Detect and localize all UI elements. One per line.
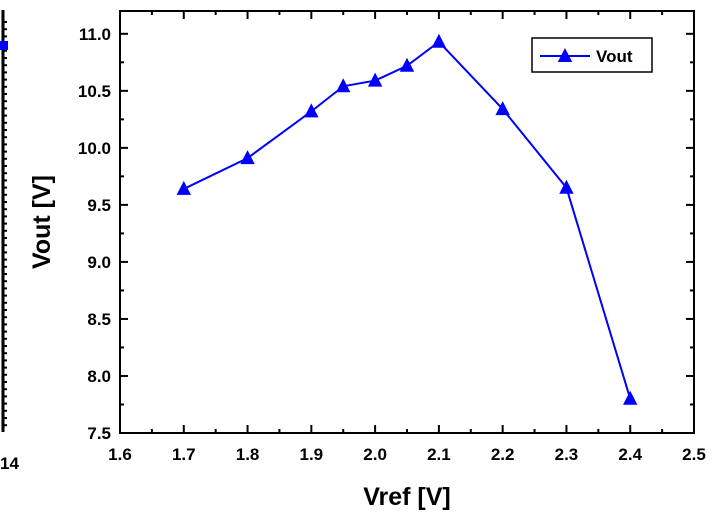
x-tick-label: 1.7 (172, 445, 196, 464)
x-axis-tick-labels: 1.6 1.7 1.8 1.9 2.0 2.1 2.2 2.3 2.4 2.5 (108, 445, 706, 464)
data-point-triangle (176, 180, 191, 195)
y-tick-label: 11.0 (79, 25, 111, 44)
data-point-triangle (623, 390, 638, 405)
data-point-triangle (304, 103, 319, 118)
x-tick-label: 2.0 (363, 445, 387, 464)
plot-frame (119, 10, 695, 434)
x-axis-ticks (119, 11, 695, 433)
y-axis-title: Vout [V] (28, 175, 56, 269)
x-tick-label: 1.8 (236, 445, 260, 464)
data-point-triangle (240, 150, 255, 165)
data-point-triangle (495, 101, 510, 116)
x-tick-label: 2.2 (491, 445, 515, 464)
y-tick-label: 8.5 (87, 310, 111, 329)
x-tick-label: 2.3 (555, 445, 579, 464)
data-point-triangle (399, 57, 415, 72)
y-tick-label: 9.5 (87, 196, 111, 215)
left-panel-ticks (3, 21, 7, 427)
y-tick-label: 10.0 (78, 139, 111, 158)
legend-marker-triangle-icon (557, 48, 573, 62)
x-tick-label: 1.6 (108, 445, 132, 464)
data-point-triangle (559, 179, 574, 194)
y-axis-tick-labels: 7.5 8.0 8.5 9.0 9.5 10.0 10.5 11.0 (78, 25, 111, 443)
x-tick-label: 2.4 (618, 445, 642, 464)
x-tick-label: 1.9 (300, 445, 324, 464)
y-tick-label: 9.0 (87, 253, 111, 272)
series-line-vout (183, 40, 632, 400)
plot-area: 1.6 1.7 1.8 1.9 2.0 2.1 2.2 2.3 2.4 2.5 7.5 8.0 8.5… (78, 10, 706, 464)
left-panel-tick-label: 14 (0, 454, 19, 473)
x-tick-label: 2.5 (682, 445, 706, 464)
data-point-triangle (367, 72, 383, 87)
y-tick-label: 7.5 (87, 424, 111, 443)
legend-label: Vout (596, 47, 633, 66)
left-panel-fragment: 14 (0, 10, 19, 473)
legend: Vout (531, 37, 653, 73)
x-axis-title: Vref [V] (363, 483, 451, 511)
series-markers-vout (176, 33, 638, 405)
y-tick-label: 10.5 (78, 82, 111, 101)
y-axis-ticks (120, 32, 694, 434)
data-point-triangle (336, 78, 351, 93)
y-tick-label: 8.0 (87, 367, 111, 386)
x-tick-label: 2.1 (427, 445, 451, 464)
data-point-triangle (431, 33, 447, 48)
left-panel-marker (0, 41, 8, 50)
